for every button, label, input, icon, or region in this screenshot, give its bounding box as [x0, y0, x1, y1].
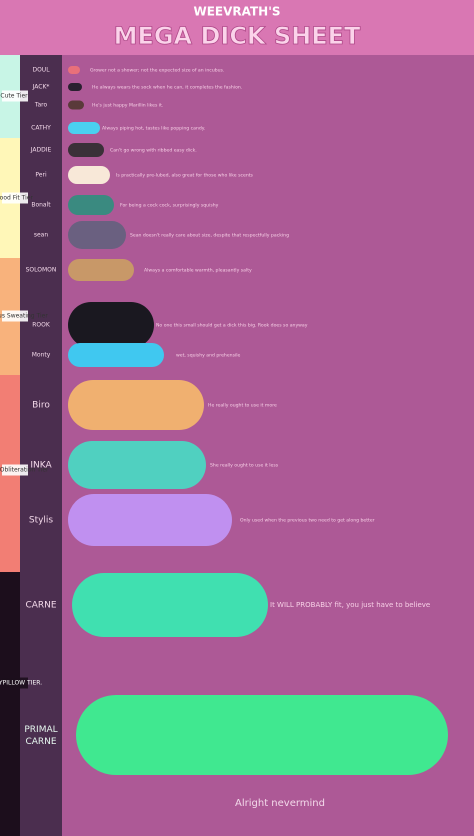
header-band	[0, 0, 474, 55]
row-note: He's just happy Marillin likes it.	[92, 103, 163, 109]
tier-band	[0, 572, 20, 836]
shape	[68, 66, 80, 74]
shape	[72, 573, 268, 637]
shape	[76, 695, 448, 775]
tier-label-box	[2, 677, 28, 689]
row-name: JACK*	[32, 84, 50, 91]
row-note: wet, squishy and prehensile	[176, 353, 241, 359]
shape	[68, 343, 164, 367]
name-column	[20, 55, 62, 836]
row-name: Monty	[32, 352, 51, 359]
row-name: Biro	[32, 401, 50, 411]
row-name: Bonalt	[31, 202, 51, 209]
tier-label-box	[2, 192, 28, 204]
row-note: Grower not a shower; not the expected si…	[90, 68, 224, 74]
shape	[68, 100, 84, 110]
row-name: sean	[34, 232, 48, 239]
shape	[68, 441, 206, 489]
row-name: JADDIE	[30, 147, 52, 154]
row-note: For being a cock cock, surprisingly squi…	[120, 203, 219, 209]
row-name: Stylis	[29, 516, 54, 526]
tier-label: Good Fit Tier	[0, 195, 34, 202]
row-note: Sean doesn't really care about size, des…	[130, 233, 289, 239]
row-name: PRIMAL CARNE	[24, 725, 57, 747]
tier-label-box	[2, 464, 28, 476]
row-note: Can't go wrong with ribbed easy dick.	[110, 148, 197, 154]
header-subtitle: WEEVRATH'S	[193, 5, 280, 19]
shape	[68, 302, 154, 348]
row-name: Peri	[35, 172, 47, 179]
shape	[68, 166, 110, 184]
shape	[68, 83, 82, 91]
shape	[68, 122, 100, 134]
row-name: Taro	[34, 102, 48, 109]
footer: Alright nevermind	[235, 798, 325, 809]
row-note: She really ought to use it less	[210, 463, 279, 469]
row-name: SOLOMON	[26, 267, 57, 274]
tier-label: Cute Tier	[0, 93, 28, 100]
row-note: He really ought to use it more	[208, 403, 277, 409]
row-note: Is practically pre-lubed, also great for…	[116, 173, 254, 179]
tier-label: Nervous Sweating Tier	[0, 313, 48, 320]
shape	[68, 195, 114, 215]
tier-label-box	[2, 90, 28, 102]
shape	[68, 221, 126, 249]
row-note: Always a comfortable warmth, pleasantly …	[144, 268, 252, 274]
tier-label: BODYPILLOW TIER.	[0, 680, 42, 687]
row-note: Always piping hot, tastes like popping c…	[102, 126, 205, 132]
shape	[68, 494, 232, 546]
row-name: DOUL	[32, 67, 50, 74]
row-name: CATHY	[31, 125, 51, 132]
shape	[68, 380, 204, 430]
row-name: INKA	[30, 461, 52, 471]
shape	[68, 259, 134, 281]
row-name: CARNE	[25, 601, 56, 611]
row-name: ROOK	[32, 322, 51, 329]
shape	[68, 143, 104, 157]
row-note: No one this small should get a dick this…	[156, 323, 308, 329]
tier-label: Organ Obliteration Tier	[0, 467, 49, 474]
row-note: Only used when the previous two need to …	[240, 518, 375, 524]
row-note: He always wears the sock when he can, it…	[92, 85, 242, 91]
tier-label-box	[2, 310, 28, 322]
row-note: It WILL PROBABLY fit, you just have to b…	[270, 601, 430, 609]
header-title: MEGA DICK SHEET	[114, 22, 361, 50]
